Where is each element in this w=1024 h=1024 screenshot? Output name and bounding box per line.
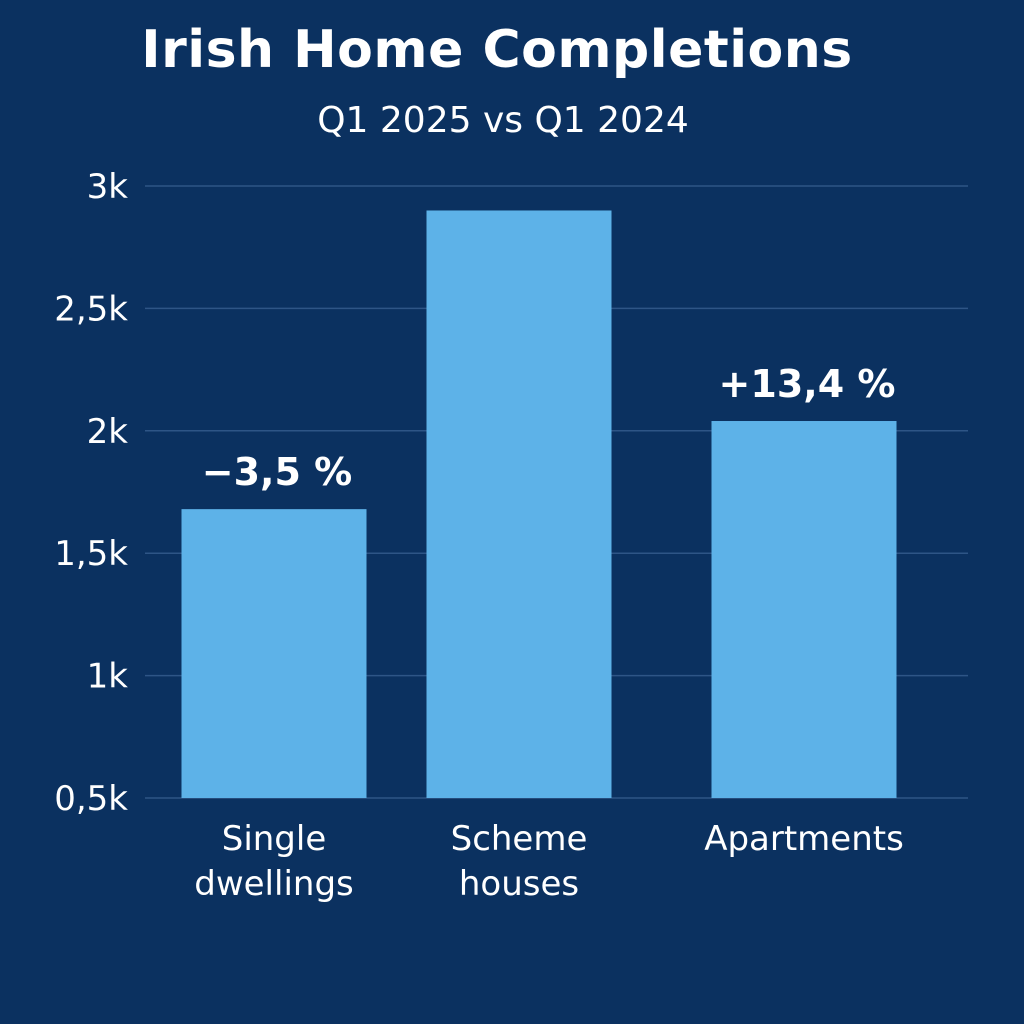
y-tick-label: 1k bbox=[87, 657, 129, 697]
x-axis-categories: Single dwellings Scheme houses Apartments bbox=[194, 819, 904, 904]
y-axis-ticks: 0,5k 1k 1,5k 2k 2,5k 3k bbox=[54, 167, 128, 819]
bar bbox=[181, 509, 367, 798]
data-label: −3,5 % bbox=[202, 450, 352, 494]
y-tick-label: 2k bbox=[87, 412, 129, 452]
x-category-label: houses bbox=[459, 864, 579, 904]
bar bbox=[426, 210, 612, 799]
x-category-label: dwellings bbox=[194, 864, 354, 904]
chart-title: Irish Home Completions bbox=[141, 20, 853, 80]
y-tick-label: 1,5k bbox=[54, 534, 128, 574]
data-labels: −3,5 % +13,4 % bbox=[202, 362, 896, 494]
bar bbox=[711, 421, 897, 798]
y-tick-label: 2,5k bbox=[54, 289, 128, 329]
data-label: +13,4 % bbox=[719, 362, 896, 406]
chart-subtitle: Q1 2025 vs Q1 2024 bbox=[317, 100, 689, 141]
bars bbox=[181, 210, 897, 799]
y-tick-label: 0,5k bbox=[54, 779, 128, 819]
x-category-label: Apartments bbox=[704, 819, 904, 859]
x-category-label: Scheme bbox=[451, 819, 588, 859]
y-tick-label: 3k bbox=[87, 167, 129, 207]
x-category-label: Single bbox=[222, 819, 327, 859]
